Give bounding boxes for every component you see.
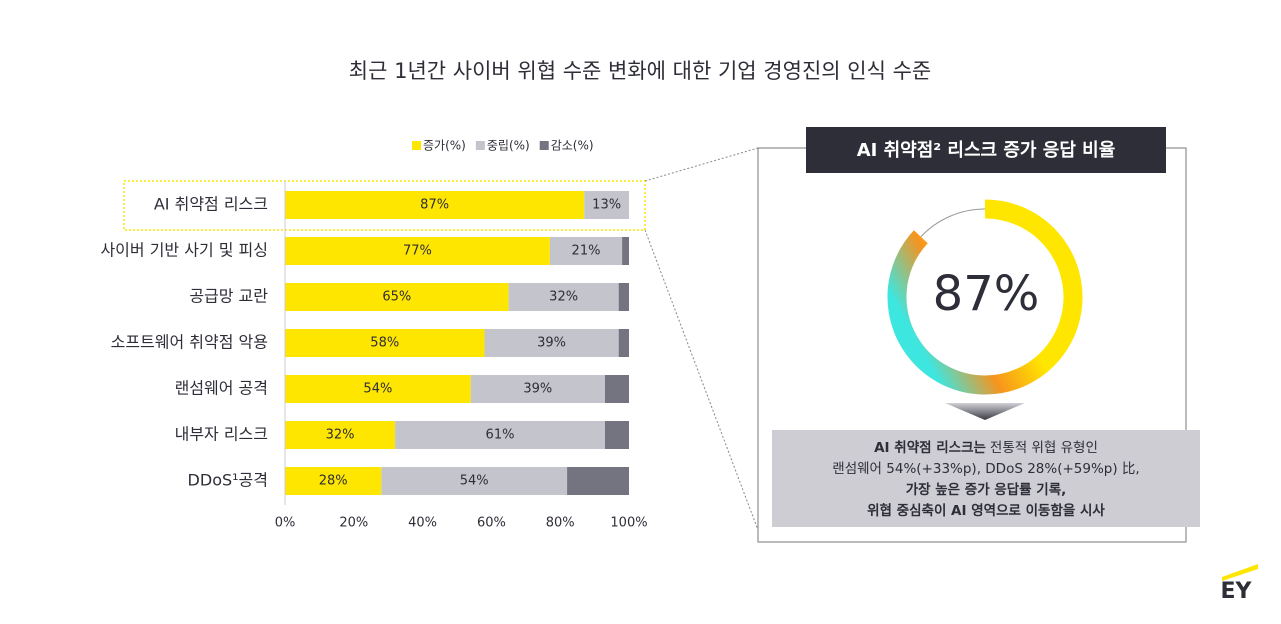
value-label: 54% (363, 382, 392, 397)
bar-segment (381, 467, 568, 495)
x-tick-label: 100% (610, 516, 647, 531)
bar-segment (285, 237, 550, 265)
x-tick-label: 20% (339, 516, 368, 531)
bar-segment (618, 329, 629, 357)
value-label: 77% (403, 244, 432, 259)
bar-segment (622, 237, 629, 265)
x-tick-label: 0% (275, 516, 296, 531)
category-label: 내부자 리스크 (175, 425, 268, 444)
category-label: DDoS¹공격 (188, 471, 268, 490)
bar-segment (285, 467, 382, 495)
legend-label: 감소(%) (551, 139, 594, 153)
callout-text: 전통적 위협 유형인 (989, 440, 1098, 456)
bar-segment (285, 375, 471, 403)
pointer (945, 403, 1025, 420)
value-label: 32% (549, 290, 578, 305)
x-tick-label: 40% (408, 516, 437, 531)
donut-label: 87% (933, 266, 1040, 322)
value-label: 21% (572, 244, 601, 259)
category-label: 소프트웨어 취약점 악용 (111, 333, 268, 352)
bar-segment (618, 283, 629, 311)
panel-header (806, 127, 1166, 173)
chart-title: 최근 1년간 사이버 위협 수준 변화에 대한 기업 경영진의 인식 수준 (349, 59, 931, 83)
x-tick-label: 60% (477, 516, 506, 531)
value-label: 65% (382, 290, 411, 305)
logo-mark (1222, 564, 1258, 581)
highlight-box (123, 180, 646, 231)
legend-swatch (412, 141, 421, 150)
bar-segment (508, 283, 619, 311)
bar-segment (567, 467, 629, 495)
category-label: 랜섬웨어 공격 (175, 379, 268, 398)
bar-segment (285, 191, 585, 219)
bar-segment (285, 329, 485, 357)
legend-label: 중립(%) (487, 139, 530, 153)
donut-remainder (920, 208, 986, 238)
callout-line: AI 취약점 리스크는 전통적 위협 유형인 (772, 438, 1200, 459)
bar-segment (604, 375, 629, 403)
donut-arc (887, 199, 1083, 395)
connector (644, 229, 759, 531)
callout-text: AI 취약점 리스크는 (874, 440, 986, 456)
bar-segment (584, 191, 629, 219)
value-label: 39% (523, 382, 552, 397)
value-label: 61% (486, 428, 515, 443)
value-label: 28% (319, 474, 348, 489)
category-label: 공급망 교란 (189, 287, 268, 306)
value-label: 13% (592, 198, 621, 213)
legend-swatch (539, 141, 549, 150)
panel-title: AI 취약점² 리스크 증가 응답 비율 (857, 139, 1116, 161)
bar-segment (470, 375, 605, 403)
legend-label: 증가(%) (423, 139, 466, 153)
bar-segment (285, 283, 509, 311)
callout-line: 가장 높은 증가 응답률 기록, (772, 480, 1200, 501)
bar-segment (285, 421, 396, 449)
category-label: 사이버 기반 사기 및 피싱 (100, 241, 268, 260)
value-label: 54% (460, 474, 489, 489)
bar-segment (549, 237, 623, 265)
callout-line: 랜섬웨어 54%(+33%p), DDoS 28%(+59%p) 比, (772, 459, 1200, 480)
value-label: 32% (326, 428, 355, 443)
bar-segment (484, 329, 619, 357)
value-label: 58% (370, 336, 399, 351)
bar-segment (395, 421, 605, 449)
bar-segment (604, 421, 629, 449)
value-label: 87% (420, 198, 449, 213)
category-label: AI 취약점 리스크 (154, 195, 268, 214)
callout-line: 위협 중심축이 AI 영역으로 이동함을 시사 (772, 501, 1200, 522)
callout-text: 위협 중심축이 AI 영역으로 이동함을 시사 (867, 503, 1105, 519)
callout-text: 랜섬웨어 54%(+33%p), DDoS 28%(+59%p) 比, (832, 461, 1140, 477)
logo: EY (1221, 579, 1253, 604)
x-tick-label: 80% (546, 516, 575, 531)
connector (644, 147, 759, 182)
value-label: 39% (537, 336, 566, 351)
callout-text: 가장 높은 증가 응답률 기록, (905, 482, 1067, 498)
legend-swatch (475, 141, 485, 150)
